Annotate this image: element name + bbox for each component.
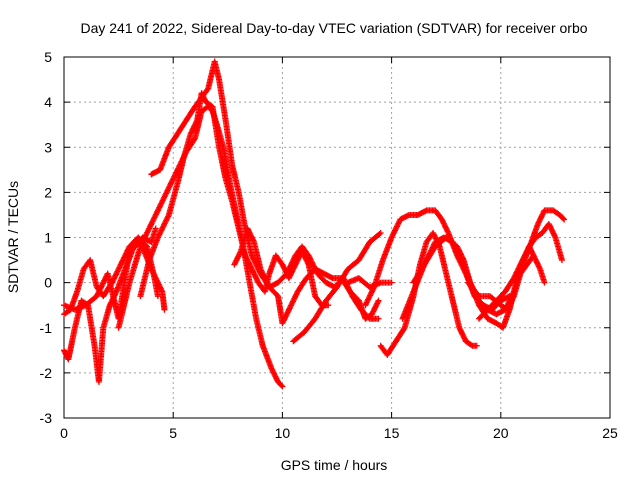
- data-point: [204, 86, 211, 93]
- x-tick-label: 25: [602, 425, 618, 441]
- x-axis-label: GPS time / hours: [281, 457, 388, 473]
- y-tick-label: 0: [44, 275, 52, 291]
- plot-frame: [63, 56, 611, 419]
- x-tick-label: 0: [60, 425, 68, 441]
- x-tick-label: 15: [384, 425, 400, 441]
- y-tick-label: 1: [44, 230, 52, 246]
- data-point: [377, 229, 384, 236]
- y-tick-label: -2: [40, 365, 53, 381]
- y-tick-label: -3: [40, 410, 53, 426]
- data-point: [152, 225, 159, 232]
- data-point: [375, 297, 382, 304]
- data-point: [278, 382, 285, 389]
- y-tick-label: -1: [40, 320, 53, 336]
- x-tick-label: 5: [169, 425, 177, 441]
- series-track-8: [290, 229, 384, 345]
- data-point: [400, 325, 407, 332]
- y-tick-label: 3: [44, 139, 52, 155]
- data-point: [388, 279, 395, 286]
- y-tick-label: 5: [44, 49, 52, 65]
- data-point: [279, 383, 286, 390]
- data-point: [376, 230, 383, 237]
- x-tick-label: 20: [493, 425, 509, 441]
- x-tick-label: 10: [275, 425, 291, 441]
- data-markers: [61, 58, 568, 390]
- data-point: [375, 315, 382, 322]
- data-point: [468, 341, 475, 348]
- y-tick-label: 2: [44, 184, 52, 200]
- data-point: [473, 342, 480, 349]
- data-point: [161, 306, 168, 313]
- y-tick-label: 4: [44, 94, 52, 110]
- y-axis-label: SDTVAR / TECUs: [5, 181, 21, 293]
- tick-labels: 0 5 10 15 20 25 -3 -2 -1 0 1 2 3 4 5: [40, 49, 618, 441]
- chart-title: Day 241 of 2022, Sidereal Day-to-day VTE…: [80, 20, 587, 36]
- data-point: [191, 136, 198, 143]
